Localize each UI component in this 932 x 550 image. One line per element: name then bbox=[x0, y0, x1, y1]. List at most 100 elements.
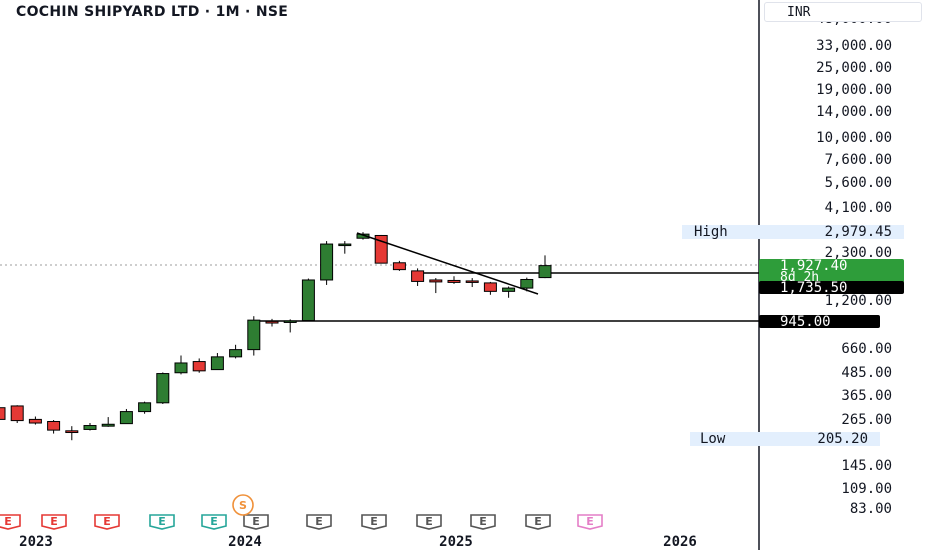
candle bbox=[138, 401, 152, 414]
y-tick-label: 4,100.00 bbox=[825, 200, 892, 216]
x-tick-label: 2025 bbox=[439, 534, 473, 550]
candle-body bbox=[28, 418, 42, 424]
earnings-marker-icon[interactable]: E bbox=[41, 514, 67, 530]
earnings-marker-letter: E bbox=[479, 515, 487, 528]
earnings-marker-shape bbox=[149, 514, 175, 530]
candle-body bbox=[538, 265, 552, 279]
candle bbox=[520, 277, 534, 292]
candle bbox=[265, 318, 279, 327]
earnings-marker-letter: E bbox=[370, 515, 378, 528]
earnings-marker-shape bbox=[94, 514, 120, 530]
y-tick-label: 109.00 bbox=[841, 481, 892, 497]
earnings-marker-shape bbox=[0, 514, 21, 530]
candle-body bbox=[119, 411, 133, 425]
last-price-value: 1,927.40 bbox=[780, 258, 847, 274]
candle-body bbox=[83, 425, 97, 430]
last-price-bg bbox=[759, 259, 904, 283]
earnings-marker-letter: E bbox=[103, 515, 111, 528]
candle bbox=[392, 260, 406, 271]
candle bbox=[447, 276, 461, 284]
candle bbox=[47, 419, 61, 434]
split-marker-circle bbox=[232, 494, 254, 516]
currency-selector[interactable]: INR bbox=[764, 2, 922, 22]
level-945-bg bbox=[759, 315, 880, 328]
y-tick-label: 265.00 bbox=[841, 412, 892, 428]
candle-body bbox=[411, 270, 425, 282]
earnings-marker-shape bbox=[306, 514, 332, 530]
y-tick-label: 365.00 bbox=[841, 388, 892, 404]
candle bbox=[356, 232, 370, 240]
candle bbox=[283, 319, 297, 333]
y-tick-label: 145.00 bbox=[841, 458, 892, 474]
candle-body bbox=[465, 280, 479, 283]
candle bbox=[429, 278, 443, 294]
x-tick-label: 2026 bbox=[663, 534, 697, 550]
candle bbox=[465, 278, 479, 288]
candle bbox=[174, 355, 188, 375]
x-tick-label: 2024 bbox=[228, 534, 262, 550]
earnings-marker-icon[interactable]: E bbox=[306, 514, 332, 530]
candle-body bbox=[0, 407, 6, 420]
candle bbox=[28, 416, 42, 425]
earnings-marker-icon[interactable]: E bbox=[243, 514, 269, 530]
candle-body bbox=[483, 282, 497, 292]
candle bbox=[119, 408, 133, 425]
y-tick-label: 14,000.00 bbox=[816, 104, 892, 120]
low-value: 205.20 bbox=[817, 431, 868, 447]
earnings-marker-icon[interactable]: E bbox=[94, 514, 120, 530]
high-label: High bbox=[694, 224, 728, 240]
level-1735-label: 1,735.50 bbox=[780, 280, 847, 296]
candle-body bbox=[210, 356, 224, 371]
candle bbox=[65, 426, 79, 441]
earnings-marker-icon[interactable]: E bbox=[0, 514, 21, 530]
candle bbox=[83, 423, 97, 431]
y-tick-label: 33,000.00 bbox=[816, 38, 892, 54]
candle bbox=[229, 344, 243, 359]
candle-body bbox=[10, 405, 24, 422]
trendline bbox=[356, 232, 539, 295]
earnings-marker-letter: E bbox=[586, 515, 594, 528]
candle bbox=[10, 405, 24, 424]
earnings-marker-icon[interactable]: E bbox=[201, 514, 227, 530]
y-tick-label: 10,000.00 bbox=[816, 130, 892, 146]
earnings-marker-shape bbox=[525, 514, 551, 530]
split-marker-icon[interactable]: S bbox=[232, 494, 254, 516]
earnings-marker-letter: E bbox=[4, 515, 12, 528]
earnings-marker-icon[interactable]: E bbox=[416, 514, 442, 530]
earnings-marker-letter: E bbox=[252, 515, 260, 528]
candle-body bbox=[265, 320, 279, 324]
candle-body bbox=[502, 287, 516, 292]
earnings-marker-icon[interactable]: E bbox=[470, 514, 496, 530]
y-tick-label: 5,600.00 bbox=[825, 175, 892, 191]
y-tick-label: 83.00 bbox=[850, 501, 892, 517]
earnings-marker-letter: E bbox=[50, 515, 58, 528]
earnings-marker-letter: E bbox=[425, 515, 433, 528]
high-label-bg bbox=[682, 225, 904, 239]
y-axis-labels: 33,000.00 25,000.00 19,000.00 14,000.00 10,0… bbox=[816, 11, 892, 517]
candle bbox=[301, 278, 315, 322]
earnings-marker-shape bbox=[416, 514, 442, 530]
candle bbox=[101, 417, 115, 427]
earnings-marker-icon[interactable]: E bbox=[525, 514, 551, 530]
candle bbox=[411, 268, 425, 286]
earnings-marker-shape bbox=[470, 514, 496, 530]
candle bbox=[502, 286, 516, 298]
candle bbox=[156, 372, 170, 404]
candle-body bbox=[320, 243, 334, 281]
y-tick-label: 2,300.00 bbox=[825, 245, 892, 261]
candle bbox=[247, 316, 261, 356]
candle-body bbox=[247, 319, 261, 351]
candle bbox=[210, 353, 224, 371]
candle bbox=[338, 241, 352, 254]
level-1735-bg bbox=[759, 281, 904, 294]
high-value: 2,979.45 bbox=[825, 224, 892, 240]
earnings-marker-icon[interactable]: E bbox=[577, 514, 603, 530]
low-label-bg bbox=[690, 432, 880, 446]
earnings-marker-icon[interactable]: E bbox=[361, 514, 387, 530]
low-label: Low bbox=[700, 431, 726, 447]
candle-body bbox=[301, 279, 315, 322]
y-tick-label: 485.00 bbox=[841, 365, 892, 381]
earnings-marker-icon[interactable]: E bbox=[149, 514, 175, 530]
